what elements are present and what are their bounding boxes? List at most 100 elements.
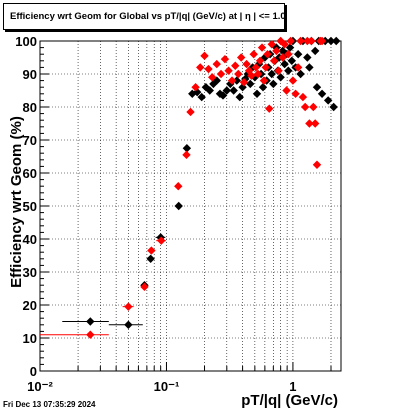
data-point xyxy=(235,92,244,102)
x-tick-label: 1 xyxy=(289,379,296,394)
y-tick-label: 90 xyxy=(23,67,37,82)
data-point xyxy=(209,79,218,89)
data-point xyxy=(265,104,274,113)
data-point xyxy=(216,69,226,79)
data-point xyxy=(312,83,322,92)
data-point xyxy=(291,89,300,98)
data-point xyxy=(307,36,316,46)
data-point xyxy=(197,92,206,102)
data-point xyxy=(310,119,320,128)
data-point xyxy=(124,302,133,311)
data-point xyxy=(249,50,258,59)
data-point xyxy=(246,79,255,89)
data-point xyxy=(147,246,156,255)
data-point xyxy=(305,63,314,72)
data-point xyxy=(200,51,209,61)
data-point xyxy=(285,43,295,52)
y-tick-label: 20 xyxy=(23,298,37,313)
series-0 xyxy=(86,36,341,329)
data-point xyxy=(188,89,197,98)
data-point xyxy=(303,53,312,62)
y-tick-label: 60 xyxy=(23,166,37,181)
data-point xyxy=(269,79,278,89)
data-point xyxy=(317,36,327,46)
data-point xyxy=(259,76,269,85)
data-point xyxy=(332,36,341,46)
y-tick-label: 70 xyxy=(23,133,37,148)
data-point xyxy=(317,89,327,98)
data-point xyxy=(231,61,240,70)
data-point xyxy=(310,46,320,56)
y-tick-label: 40 xyxy=(23,232,37,247)
data-point xyxy=(298,92,308,102)
data-point xyxy=(272,46,281,56)
data-point xyxy=(280,40,289,49)
data-point xyxy=(296,69,305,79)
axes: 0 10 20 30 40 50 60 70 80 90 100 10⁻² 10⁻¹ 1 xyxy=(15,34,342,394)
data-point xyxy=(238,83,247,92)
data-point xyxy=(239,78,249,87)
data-point xyxy=(232,76,242,85)
data-point xyxy=(242,59,251,69)
data-point xyxy=(218,91,228,100)
data-point xyxy=(191,83,200,92)
data-point xyxy=(208,73,217,82)
data-point xyxy=(309,102,318,112)
data-point xyxy=(251,63,261,72)
data-point xyxy=(305,119,314,128)
data-point xyxy=(288,76,298,85)
data-point xyxy=(247,71,256,80)
data-point xyxy=(237,53,246,62)
data-point xyxy=(287,56,297,65)
data-point xyxy=(86,317,95,326)
x-tick-label: 10⁻² xyxy=(27,379,53,394)
data-point xyxy=(86,330,95,339)
x-tick-label: 10⁻¹ xyxy=(154,379,180,394)
data-point xyxy=(182,150,191,160)
data-point xyxy=(267,40,276,49)
data-point xyxy=(323,96,333,105)
y-tick-label: 80 xyxy=(23,100,37,115)
data-point xyxy=(252,89,262,98)
grid-lines xyxy=(40,41,341,371)
data-point xyxy=(274,66,283,75)
y-tick-label: 10 xyxy=(23,331,37,346)
y-tick-label: 50 xyxy=(23,199,37,214)
data-point xyxy=(229,86,238,95)
data-point xyxy=(205,86,214,95)
data-point xyxy=(293,50,303,59)
data-point xyxy=(329,102,338,112)
data-point xyxy=(140,282,149,292)
data-point xyxy=(212,59,221,69)
chart-title: Efficiency wrt Geom for Global vs pT/|q|… xyxy=(10,11,286,22)
series-1 xyxy=(86,36,327,339)
data-point xyxy=(296,36,305,46)
data-point xyxy=(186,107,195,117)
data-point xyxy=(267,69,276,79)
data-point xyxy=(284,50,293,59)
x-axis-label: pT/|q| (GeV/c) xyxy=(241,392,338,409)
data-point xyxy=(227,76,237,85)
data-point xyxy=(278,53,287,62)
y-tick-label: 30 xyxy=(23,265,37,280)
y-tick-label: 0 xyxy=(30,364,37,379)
data-point xyxy=(255,56,265,65)
data-point xyxy=(280,59,289,69)
data-point xyxy=(284,66,293,75)
data-point xyxy=(282,86,291,95)
data-point xyxy=(257,43,267,52)
data-point xyxy=(204,64,213,74)
data-point xyxy=(263,50,272,59)
data-point xyxy=(258,83,268,92)
y-axis-label: Efficiency wrt Geom (%) xyxy=(8,116,25,288)
data-point xyxy=(253,69,263,79)
data-point xyxy=(269,56,279,65)
data-point xyxy=(182,144,192,153)
data-point xyxy=(146,254,155,263)
data-points xyxy=(86,36,341,339)
footer-timestamp: Fri Dec 13 07:35:29 2024 xyxy=(3,400,96,409)
data-point xyxy=(174,201,183,211)
data-point xyxy=(220,54,230,64)
data-point xyxy=(196,63,205,72)
